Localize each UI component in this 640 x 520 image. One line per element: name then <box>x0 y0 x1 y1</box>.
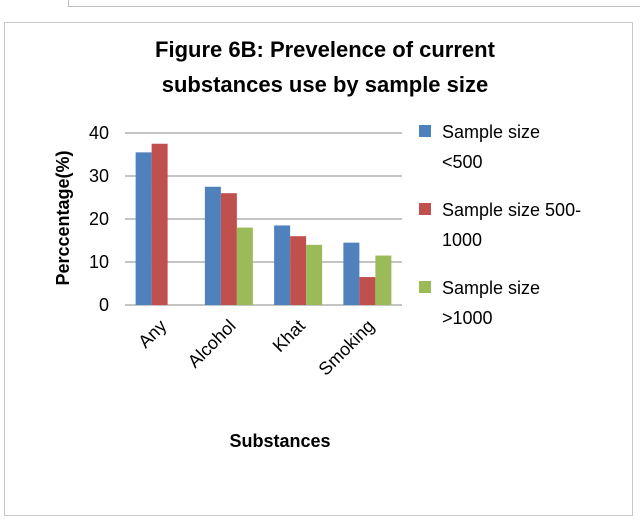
bar-any-series-1 <box>135 152 152 305</box>
legend-swatch <box>419 203 431 215</box>
y-tick-label: 30 <box>89 166 109 186</box>
bar-alcohol-series-1 <box>204 186 221 305</box>
bars <box>135 143 392 305</box>
y-axis-title: Perccentage(%) <box>53 150 73 285</box>
bar-alcohol-series-3 <box>236 227 253 305</box>
bar-khat-series-1 <box>274 225 291 305</box>
chart-title-line-1: Figure 6B: Prevelence of current <box>155 37 496 62</box>
page-frame <box>68 0 640 7</box>
legend-swatch <box>419 281 431 293</box>
legend-label: >1000 <box>442 308 493 328</box>
legend-label: Sample size 500- <box>442 200 581 220</box>
y-tick-labels: 0 10 20 30 40 <box>89 123 109 315</box>
legend-label: 1000 <box>442 230 482 250</box>
legend-label: Sample size <box>442 122 540 142</box>
y-tick-label: 0 <box>99 295 109 315</box>
legend-label: <500 <box>442 152 483 172</box>
bar-smoking-series-2 <box>359 277 376 305</box>
bar-any-series-2 <box>151 143 168 305</box>
legend: Sample size <500 Sample size 500- 1000 Sampl… <box>419 122 581 328</box>
bar-khat-series-3 <box>306 244 323 305</box>
category-label: Any <box>134 316 170 352</box>
legend-swatch <box>419 125 431 137</box>
category-label: Khat <box>269 316 309 356</box>
bar-khat-series-2 <box>290 236 307 305</box>
category-labels: Any Alcohol Khat Smoking <box>134 316 378 380</box>
y-tick-label: 40 <box>89 123 109 143</box>
x-axis-title: Substances <box>229 431 330 451</box>
y-tick-label: 20 <box>89 209 109 229</box>
y-tick-label: 10 <box>89 252 109 272</box>
category-label: Alcohol <box>184 316 240 372</box>
bar-smoking-series-3 <box>375 255 392 305</box>
legend-label: Sample size <box>442 278 540 298</box>
category-label: Smoking <box>315 316 379 380</box>
bar-alcohol-series-2 <box>220 193 237 305</box>
chart-title-line-2: substances use by sample size <box>162 72 489 97</box>
bar-smoking-series-1 <box>343 242 360 305</box>
